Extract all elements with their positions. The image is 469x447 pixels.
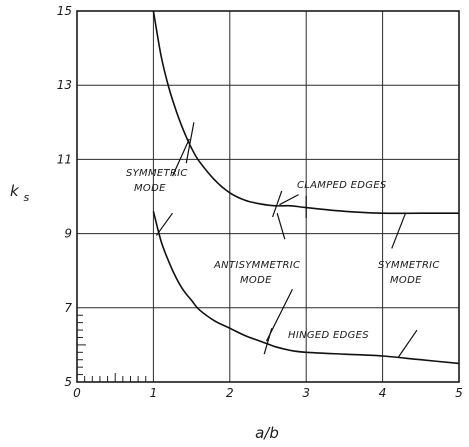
- leader-clamped-edges: [279, 194, 299, 206]
- annotation-symmetric-mode-left-line1: SYMMETRIC: [126, 168, 188, 179]
- plot-frame: [76, 10, 460, 383]
- annotation-symmetric-mode-right: SYMMETRIC MODE: [378, 260, 440, 286]
- annotation-clamped-edges: CLAMPED EDGES: [297, 180, 387, 191]
- annotation-hinged-edges: HINGED EDGES: [288, 330, 369, 341]
- y-tick-label: 15: [57, 4, 72, 18]
- leader-hinged-edges: [397, 329, 418, 359]
- leader-symmetric-mode-left-to-hinged: [155, 212, 173, 236]
- y-tick-label: 9: [64, 227, 72, 241]
- x-tick-label: 0: [73, 386, 81, 400]
- curves: [152, 10, 460, 365]
- x-tick-label: 2: [226, 386, 234, 400]
- leader-antisymmetric-to-hinged: [265, 288, 293, 342]
- x-tick-label: 5: [455, 386, 463, 400]
- minor-ticks: [77, 314, 147, 382]
- y-tick-label: 11: [57, 152, 72, 166]
- hinged-edges-curve: [152, 211, 460, 365]
- annotation-symmetric-mode-left: SYMMETRIC MODE: [126, 168, 188, 194]
- x-tick-label: 1: [150, 386, 158, 400]
- y-axis-label-sub: s: [23, 191, 29, 204]
- clamped-edges-curve: [152, 10, 459, 215]
- annotation-antisymmetric-mode-line1: ANTISYMMETRIC: [213, 260, 300, 271]
- annotation-leaders: [155, 122, 418, 359]
- grid-lines: [77, 11, 459, 382]
- x-tick-label: 4: [379, 386, 387, 400]
- y-axis-label-main: k: [10, 182, 20, 200]
- annotation-antisymmetric-mode-line2: MODE: [240, 275, 272, 286]
- leader-symmetric-mode-right: [391, 212, 407, 249]
- annotation-antisymmetric-mode: ANTISYMMETRIC MODE: [213, 260, 300, 286]
- y-tick-label: 7: [64, 301, 72, 315]
- annotation-symmetric-mode-right-line1: SYMMETRIC: [378, 260, 440, 271]
- clamped-mode-mark-2: [272, 190, 283, 218]
- x-axis-label: a/b: [255, 424, 279, 442]
- clamped-mode-mark-1: [185, 122, 195, 164]
- leader-antisymmetric-to-clamped: [276, 213, 286, 240]
- y-axis-label: k s: [10, 182, 29, 204]
- y-tick-label: 13: [57, 78, 72, 92]
- y-tick-label: 5: [64, 375, 72, 389]
- tick-labels: 0 1 2 3 4 5 5 7 9 11 13 15: [57, 4, 463, 400]
- x-tick-label: 3: [302, 386, 310, 400]
- annotation-symmetric-mode-right-line2: MODE: [390, 275, 422, 286]
- leader-symmetric-mode-left-to-clamped: [171, 138, 190, 177]
- annotation-symmetric-mode-left-line2: MODE: [134, 183, 166, 194]
